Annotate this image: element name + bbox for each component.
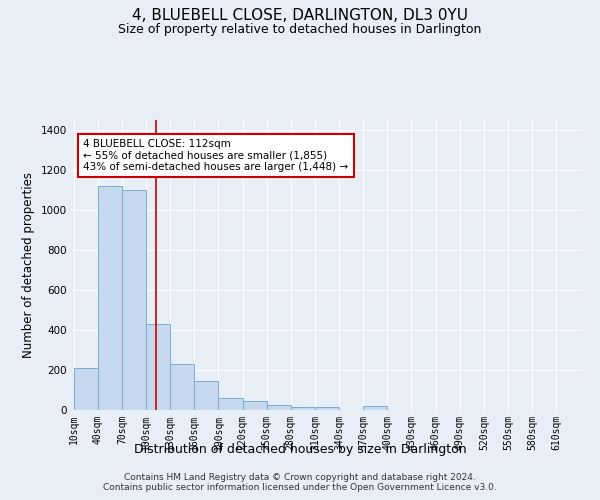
Bar bbox=[122, 190, 146, 410]
Text: Distribution of detached houses by size in Darlington: Distribution of detached houses by size … bbox=[134, 442, 466, 456]
Bar bbox=[98, 186, 122, 410]
Text: Contains HM Land Registry data © Crown copyright and database right 2024.
Contai: Contains HM Land Registry data © Crown c… bbox=[103, 473, 497, 492]
Bar bbox=[218, 398, 242, 410]
Y-axis label: Number of detached properties: Number of detached properties bbox=[22, 172, 35, 358]
Bar bbox=[74, 368, 98, 410]
Bar bbox=[170, 364, 194, 410]
Bar bbox=[315, 407, 339, 410]
Bar bbox=[363, 406, 388, 410]
Bar bbox=[266, 405, 291, 410]
Text: 4, BLUEBELL CLOSE, DARLINGTON, DL3 0YU: 4, BLUEBELL CLOSE, DARLINGTON, DL3 0YU bbox=[132, 8, 468, 22]
Text: Size of property relative to detached houses in Darlington: Size of property relative to detached ho… bbox=[118, 22, 482, 36]
Bar bbox=[146, 324, 170, 410]
Bar bbox=[242, 401, 266, 410]
Bar bbox=[194, 381, 218, 410]
Bar bbox=[291, 407, 315, 410]
Text: 4 BLUEBELL CLOSE: 112sqm
← 55% of detached houses are smaller (1,855)
43% of sem: 4 BLUEBELL CLOSE: 112sqm ← 55% of detach… bbox=[83, 139, 349, 172]
